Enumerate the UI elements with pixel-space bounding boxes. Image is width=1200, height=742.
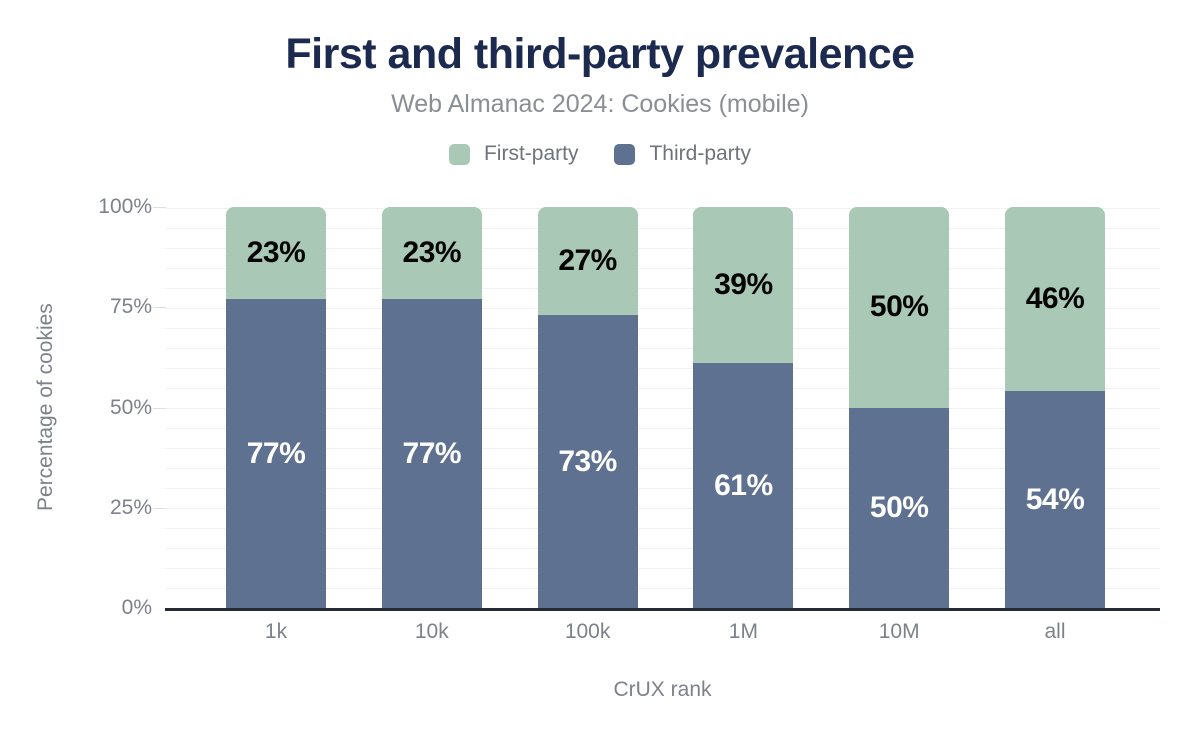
stacked-bar-1k: 23% 77% — [226, 207, 326, 608]
third-party-segment: 54% — [1004, 391, 1105, 608]
chart-subtitle: Web Almanac 2024: Cookies (mobile) — [391, 90, 809, 118]
first-party-segment: 46% — [1004, 207, 1105, 392]
third-party-value-label: 73% — [558, 444, 617, 478]
legend-label-third-party: Third-party — [649, 142, 752, 165]
plot-area: 100% 75% 50% 25% 0% 23% 77% 23% 77% 27% … — [98, 195, 1160, 619]
x-tick-label: 1M — [728, 620, 758, 643]
third-party-segment: 77% — [226, 299, 326, 608]
x-tick-label: 100k — [564, 620, 611, 643]
x-tick-label: 1k — [264, 620, 288, 643]
x-tick-label: 10M — [878, 620, 920, 643]
third-party-value-label: 61% — [714, 468, 773, 502]
first-party-value-label: 50% — [869, 290, 929, 324]
first-party-segment: 50% — [849, 207, 950, 408]
legend-label-first-party: First-party — [483, 142, 579, 165]
y-tick-mark — [153, 507, 166, 509]
legend: First-party Third-party — [0, 142, 1200, 166]
first-party-value-label: 23% — [402, 236, 462, 270]
y-tick-label: 75% — [109, 295, 152, 319]
first-party-value-label: 23% — [246, 236, 306, 270]
stacked-bar-10M: 50% 50% — [849, 207, 950, 608]
legend-item-third-party: Third-party — [614, 142, 751, 166]
first-party-value-label: 39% — [714, 268, 773, 302]
y-tick-label: 100% — [98, 195, 152, 218]
first-party-segment: 39% — [693, 207, 794, 364]
y-tick-mark — [153, 207, 166, 208]
third-party-segment: 50% — [849, 407, 950, 608]
first-party-segment: 27% — [537, 207, 638, 316]
first-party-segment: 23% — [226, 207, 326, 300]
first-party-segment: 23% — [381, 207, 482, 300]
x-tick-label: 10k — [414, 620, 449, 643]
y-tick-label: 50% — [109, 395, 152, 419]
third-party-segment: 61% — [693, 363, 794, 608]
x-axis-title: CrUX rank — [613, 678, 712, 701]
third-party-value-label: 77% — [402, 436, 462, 470]
y-tick-mark — [153, 407, 166, 409]
first-party-value-label: 46% — [1025, 282, 1085, 316]
y-tick-mark — [153, 307, 166, 309]
y-axis-title: Percentage of cookies — [34, 303, 57, 512]
third-party-value-label: 50% — [869, 490, 929, 524]
legend-item-first-party: First-party — [448, 142, 579, 166]
third-party-value-label: 77% — [246, 436, 306, 470]
y-tick-label: 25% — [109, 495, 152, 519]
third-party-segment: 77% — [381, 299, 482, 608]
third-party-segment: 73% — [537, 315, 638, 608]
first-party-swatch-icon — [448, 143, 470, 165]
stacked-bar-all: 46% 54% — [1004, 207, 1105, 608]
x-tick-labels: 1k 10k 100k 1M 10M all — [165, 620, 1160, 644]
x-tick-label: all — [1044, 620, 1066, 643]
chart-title: First and third-party prevalence — [285, 30, 915, 78]
third-party-swatch-icon — [614, 143, 636, 165]
stacked-bar-1M: 39% 61% — [693, 207, 794, 608]
y-tick-label: 0% — [121, 596, 152, 619]
third-party-value-label: 54% — [1025, 482, 1085, 516]
stacked-bar-100k: 27% 73% — [537, 207, 638, 608]
bar-group: 23% 77% 23% 77% 27% 73% 39% 61% 50% 50% … — [165, 207, 1160, 608]
first-party-value-label: 27% — [558, 244, 617, 278]
stacked-bar-10k: 23% 77% — [381, 207, 482, 608]
x-axis-line — [165, 608, 1160, 611]
